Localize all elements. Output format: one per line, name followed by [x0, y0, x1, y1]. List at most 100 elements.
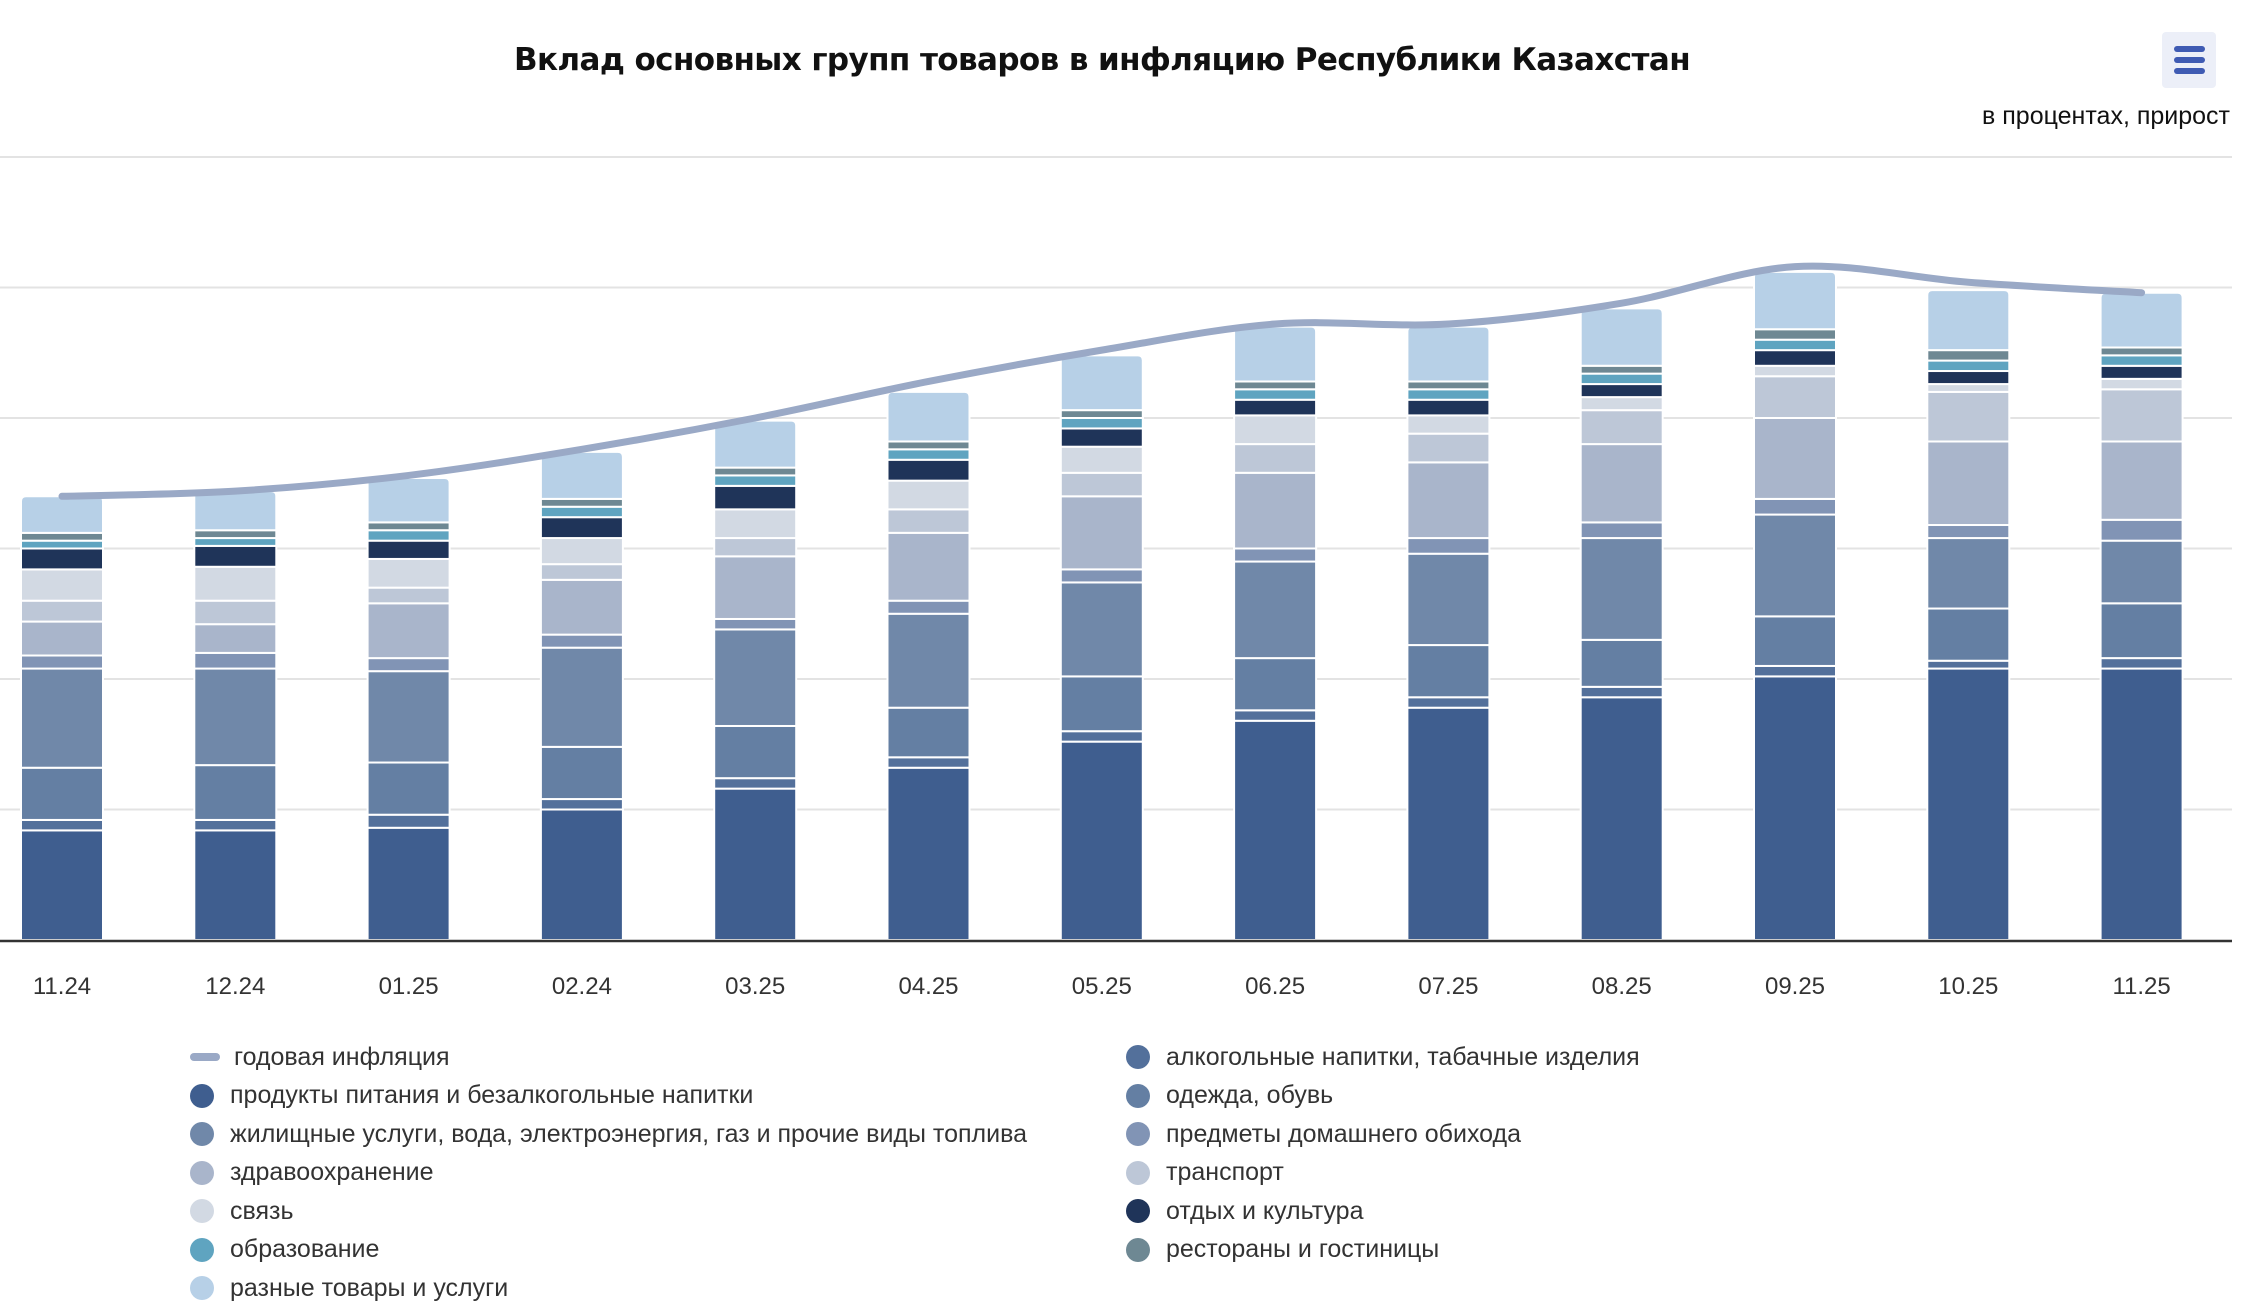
bar-segment[interactable]	[1753, 664, 1837, 678]
bar-segment[interactable]	[20, 818, 104, 832]
bar-segment[interactable]	[193, 565, 278, 602]
bar-segment[interactable]	[2099, 364, 2184, 380]
bar-stack-02.24[interactable]	[539, 450, 624, 941]
bar-segment[interactable]	[713, 777, 798, 790]
bar-segment[interactable]	[366, 477, 451, 524]
bar-segment[interactable]	[20, 547, 104, 571]
legend-item[interactable]: алкогольные напитки, табачные изделия	[1126, 1040, 1640, 1074]
bar-segment[interactable]	[366, 813, 451, 829]
bar-segment[interactable]	[2099, 440, 2184, 521]
bar-segment[interactable]	[539, 745, 624, 801]
bar-segment[interactable]	[193, 667, 278, 767]
bar-segment[interactable]	[1233, 471, 1318, 550]
bar-segment[interactable]	[1753, 270, 1837, 331]
bar-segment[interactable]	[1926, 524, 2011, 540]
bar-segment[interactable]	[1233, 325, 1318, 383]
bar-segment[interactable]	[886, 508, 971, 534]
legend-item[interactable]: продукты питания и безалкогольные напитк…	[190, 1079, 753, 1113]
bar-segment[interactable]	[1753, 497, 1837, 516]
bar-stack-11.25[interactable]	[2099, 291, 2184, 941]
bar-segment[interactable]	[366, 670, 451, 764]
bar-segment[interactable]	[886, 458, 971, 482]
bar-segment[interactable]	[366, 521, 451, 532]
bar-segment[interactable]	[193, 651, 278, 670]
bar-segment[interactable]	[886, 531, 971, 602]
bar-segment[interactable]	[1059, 675, 1144, 733]
bar-segment[interactable]	[713, 724, 798, 780]
bar-segment[interactable]	[539, 537, 624, 566]
bar-segment[interactable]	[193, 764, 278, 821]
bar-segment[interactable]	[1926, 289, 2011, 352]
bar-segment[interactable]	[20, 568, 104, 602]
bar-segment[interactable]	[1579, 443, 1664, 524]
bar-segment[interactable]	[886, 440, 971, 451]
bar-segment[interactable]	[886, 448, 971, 461]
bar-segment[interactable]	[1579, 372, 1664, 386]
bar-segment[interactable]	[193, 537, 278, 547]
legend-item[interactable]: разные товары и услуги	[190, 1271, 508, 1305]
bar-segment[interactable]	[2099, 657, 2184, 670]
bar-segment[interactable]	[1406, 432, 1491, 464]
bar-segment[interactable]	[1059, 568, 1144, 584]
bar-segment[interactable]	[2099, 291, 2184, 349]
bar-segment[interactable]	[1233, 657, 1318, 712]
bar-segment[interactable]	[1233, 388, 1318, 401]
bar-segment[interactable]	[193, 599, 278, 626]
bar-segment[interactable]	[1579, 638, 1664, 688]
bar-segment[interactable]	[886, 599, 971, 615]
bar-segment[interactable]	[713, 555, 798, 620]
bar-segment[interactable]	[1926, 383, 2011, 393]
bar-segment[interactable]	[713, 537, 798, 558]
bar-segment[interactable]	[1233, 398, 1318, 417]
bar-segment[interactable]	[539, 646, 624, 748]
bar-segment[interactable]	[366, 826, 451, 942]
bar-segment[interactable]	[1406, 706, 1491, 942]
legend-item[interactable]: жилищные услуги, вода, электроэнергия, г…	[190, 1117, 1027, 1151]
bar-segment[interactable]	[2099, 388, 2184, 443]
legend-item[interactable]: одежда, обувь	[1126, 1079, 1333, 1113]
bar-segment[interactable]	[713, 466, 798, 477]
bar-segment[interactable]	[1406, 461, 1491, 540]
bar-segment[interactable]	[1926, 390, 2011, 443]
bar-stack-11.24[interactable]	[20, 495, 104, 942]
bar-segment[interactable]	[1926, 440, 2011, 527]
bar-segment[interactable]	[366, 602, 451, 660]
legend-item[interactable]: предметы домашнего обихода	[1126, 1117, 1521, 1151]
bar-stack-10.25[interactable]	[1926, 289, 2011, 941]
bar-segment[interactable]	[2099, 667, 2184, 941]
legend-item[interactable]: рестораны и гостиницы	[1126, 1233, 1439, 1267]
bar-segment[interactable]	[886, 766, 971, 941]
bar-segment[interactable]	[1233, 560, 1318, 660]
bar-segment[interactable]	[366, 761, 451, 816]
bar-segment[interactable]	[1579, 685, 1664, 699]
bar-segment[interactable]	[1059, 495, 1144, 571]
bar-segment[interactable]	[539, 578, 624, 636]
legend-item[interactable]: отдых и культура	[1126, 1194, 1363, 1228]
bar-segment[interactable]	[20, 531, 104, 542]
bar-segment[interactable]	[20, 829, 104, 942]
bar-segment[interactable]	[886, 706, 971, 759]
bar-segment[interactable]	[1579, 409, 1664, 446]
bar-segment[interactable]	[713, 787, 798, 941]
bar-segment[interactable]	[20, 495, 104, 534]
bar-segment[interactable]	[1753, 675, 1837, 941]
bar-segment[interactable]	[713, 474, 798, 487]
bar-segment[interactable]	[539, 505, 624, 519]
bar-segment[interactable]	[1579, 521, 1664, 540]
bar-segment[interactable]	[1233, 547, 1318, 563]
bar-segment[interactable]	[1406, 696, 1491, 709]
bar-segment[interactable]	[366, 539, 451, 560]
bar-segment[interactable]	[1059, 354, 1144, 412]
bar-segment[interactable]	[20, 620, 104, 657]
legend-item[interactable]: транспорт	[1126, 1156, 1284, 1190]
bar-segment[interactable]	[193, 529, 278, 540]
bar-segment[interactable]	[1926, 370, 2011, 386]
bar-segment[interactable]	[713, 484, 798, 511]
bar-stack-08.25[interactable]	[1579, 307, 1664, 942]
bar-segment[interactable]	[2099, 518, 2184, 542]
bar-segment[interactable]	[2099, 377, 2184, 391]
bar-segment[interactable]	[20, 599, 104, 623]
bar-segment[interactable]	[1059, 740, 1144, 942]
bar-segment[interactable]	[193, 623, 278, 654]
bar-segment[interactable]	[1233, 380, 1318, 391]
